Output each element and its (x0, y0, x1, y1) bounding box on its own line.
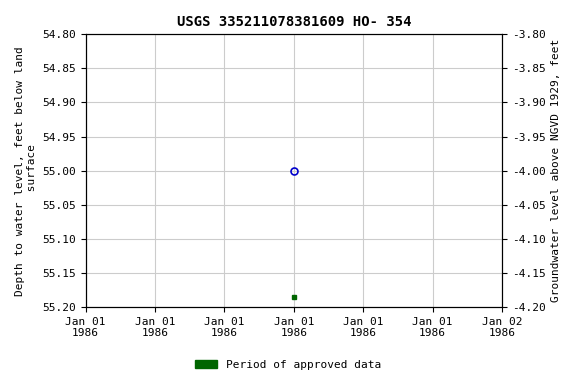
Title: USGS 335211078381609 HO- 354: USGS 335211078381609 HO- 354 (177, 15, 411, 29)
Y-axis label: Depth to water level, feet below land
 surface: Depth to water level, feet below land su… (15, 46, 37, 296)
Y-axis label: Groundwater level above NGVD 1929, feet: Groundwater level above NGVD 1929, feet (551, 39, 561, 302)
Legend: Period of approved data: Period of approved data (191, 356, 385, 375)
